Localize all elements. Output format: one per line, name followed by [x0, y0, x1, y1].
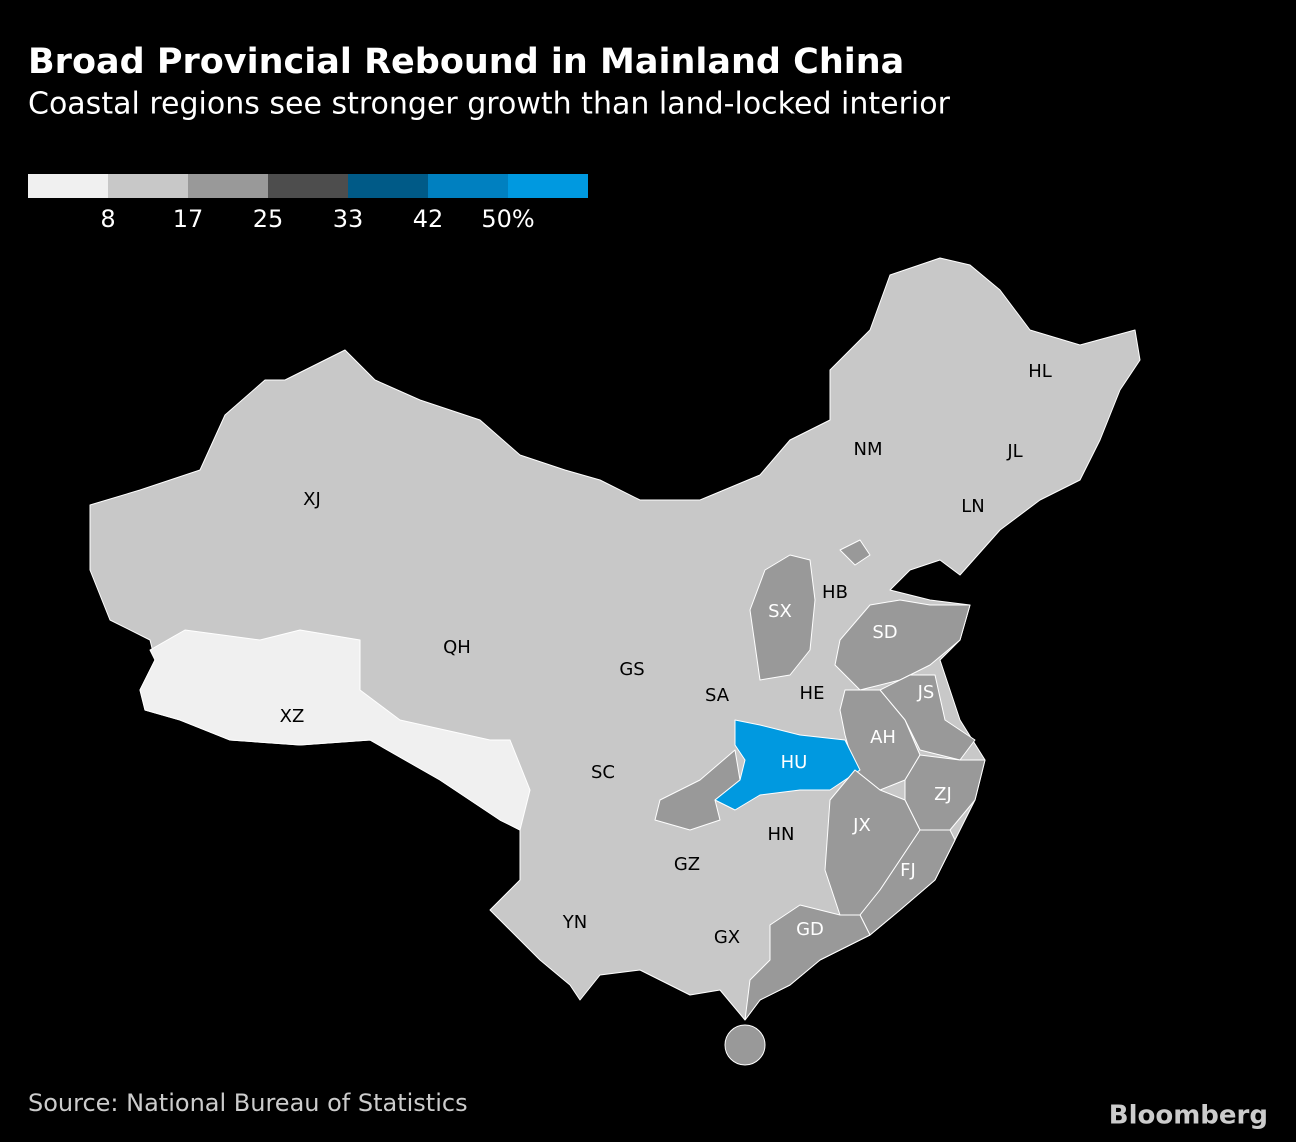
province: [139, 629, 531, 831]
province: [879, 674, 976, 761]
province-label: AH: [870, 727, 896, 748]
legend: 8 17 25 33 42 50%: [28, 174, 588, 233]
legend-tick-label: 17: [173, 205, 204, 233]
province-label: SD: [872, 622, 897, 643]
tianjin: [839, 539, 871, 566]
legend-tick-label: 33: [333, 205, 364, 233]
legend-swatch: [348, 174, 428, 198]
province-label: NM: [854, 439, 883, 460]
province: [834, 599, 971, 691]
subtitle: Coastal regions see stronger growth than…: [28, 87, 951, 122]
province-label: HB: [822, 582, 848, 603]
province-label: SX: [768, 601, 792, 622]
province: [859, 829, 956, 936]
province-label: YN: [562, 912, 587, 933]
province-label: JL: [1006, 441, 1022, 462]
province-label: JS: [917, 682, 935, 703]
province: [714, 719, 861, 811]
source: Source: National Bureau of Statistics: [28, 1089, 468, 1117]
legend-tick-label: 42: [413, 205, 444, 233]
legend-tick-label: 25: [253, 205, 284, 233]
legend-swatch: [508, 174, 588, 198]
brand-logo: Bloomberg: [1109, 1101, 1268, 1131]
hainan: [724, 1024, 766, 1066]
province-label: QH: [443, 637, 471, 658]
province: [744, 904, 871, 1021]
province-label: SC: [591, 762, 615, 783]
province-label: GS: [619, 659, 644, 680]
province-label: GD: [796, 919, 824, 940]
province: [839, 689, 921, 791]
province-label: GX: [714, 927, 740, 948]
province-label: HL: [1028, 361, 1052, 382]
province-label: XJ: [303, 489, 321, 510]
province-label: SA: [705, 685, 730, 706]
legend-swatch: [28, 174, 108, 198]
province-label: XZ: [280, 706, 305, 727]
legend-swatch: [108, 174, 188, 198]
province-label: HE: [800, 683, 825, 704]
province-label: HN: [768, 824, 795, 845]
legend-swatch: [188, 174, 268, 198]
legend-swatch: [428, 174, 508, 198]
legend-swatch: [268, 174, 348, 198]
province: [749, 554, 816, 681]
title: Broad Provincial Rebound in Mainland Chi…: [28, 42, 904, 82]
province-label: LN: [961, 496, 985, 517]
province-label: FJ: [900, 860, 916, 881]
province-label: JX: [852, 815, 871, 836]
province-label: GZ: [674, 854, 700, 875]
province-label: HU: [781, 752, 808, 773]
map: HL JL NM LN XJ HB SX SD QH GS SA HE JS XZ AH HU SC ZJ JX HN…: [89, 257, 1141, 1066]
legend-tick-label: 50%: [481, 205, 534, 233]
legend-tick-label: 8: [100, 205, 115, 233]
province-label: ZJ: [934, 784, 952, 805]
